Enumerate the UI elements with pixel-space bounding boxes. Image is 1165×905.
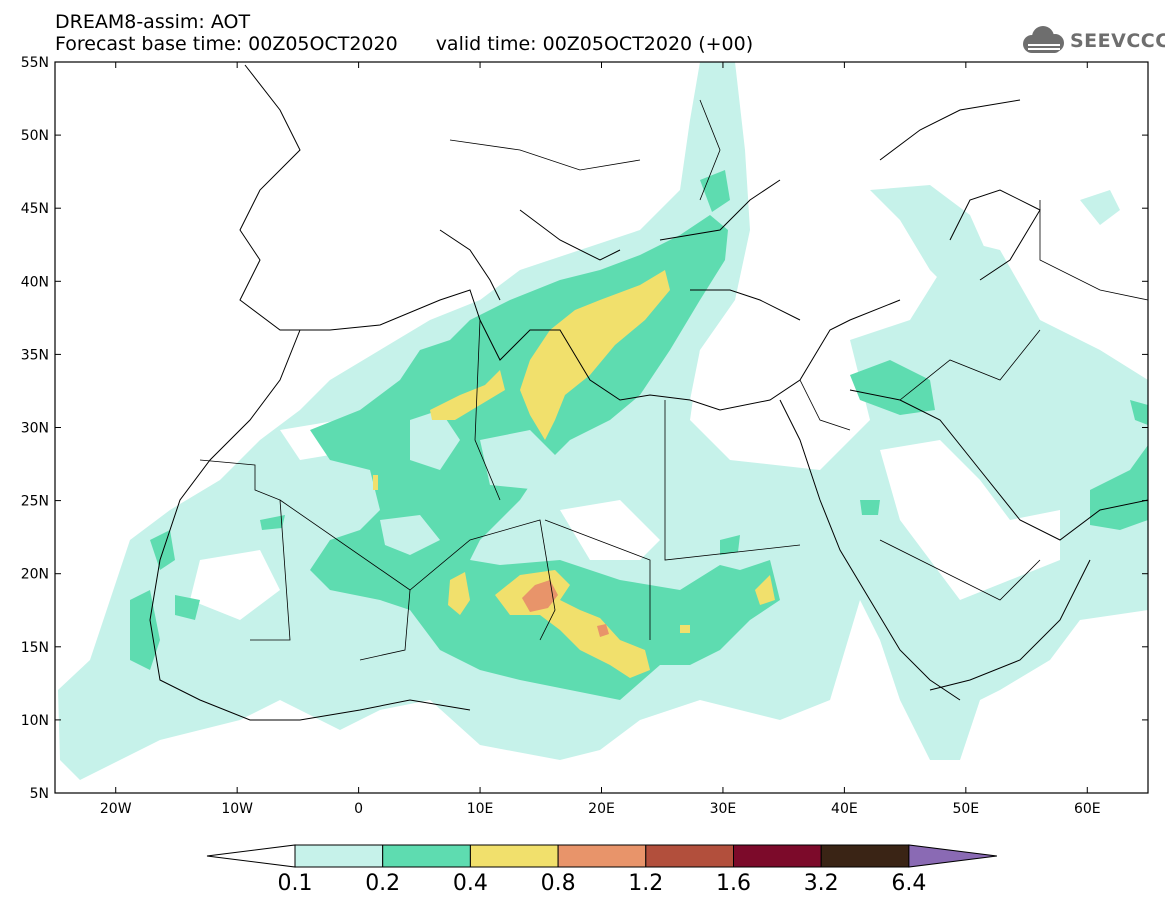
lon-tick-label: 60E bbox=[1074, 801, 1101, 817]
colorbar-label: 0.1 bbox=[278, 871, 313, 896]
lat-tick-label: 10N bbox=[21, 713, 49, 729]
lon-tick-label: 0 bbox=[354, 801, 363, 817]
lat-tick-label: 25N bbox=[21, 494, 49, 510]
map-title: DREAM8-assim: AOT bbox=[55, 11, 251, 33]
lon-tick-label: 50E bbox=[952, 801, 979, 817]
colorbar-label: 0.4 bbox=[453, 871, 488, 896]
lon-tick-label: 10W bbox=[221, 801, 253, 817]
colorbar-over-triangle bbox=[908, 844, 997, 868]
colorbar-label: 0.8 bbox=[541, 871, 576, 896]
lat-tick-label: 55N bbox=[21, 55, 49, 71]
colorbar-under-triangle bbox=[206, 844, 296, 868]
lat-tick-label: 40N bbox=[21, 274, 49, 290]
base-time: Forecast base time: 00Z05OCT2020 bbox=[55, 33, 398, 55]
colorbar-box bbox=[645, 844, 734, 868]
lon-tick-label: 10E bbox=[467, 801, 494, 817]
seevccc-logo: SEEVCCC bbox=[1018, 24, 1165, 58]
colorbar-box bbox=[820, 844, 910, 868]
country-borders bbox=[199, 99, 1148, 661]
logo-text: SEEVCCC bbox=[1070, 30, 1165, 52]
longitude-ticks: 20W 10W 0 10E 20E 30E 40E 50E 60E bbox=[100, 62, 1101, 817]
coastlines bbox=[149, 64, 1148, 721]
lat-tick-label: 30N bbox=[21, 421, 49, 437]
valid-time: valid time: 00Z05OCT2020 (+00) bbox=[435, 33, 754, 55]
colorbar-box bbox=[382, 844, 471, 868]
colorbar-box bbox=[469, 844, 559, 868]
lon-tick-label: 30E bbox=[710, 801, 737, 817]
lat-tick-label: 35N bbox=[21, 347, 49, 363]
aot-08-area bbox=[522, 580, 609, 637]
colorbar-label: 0.2 bbox=[365, 871, 400, 896]
lon-tick-label: 20E bbox=[588, 801, 615, 817]
colorbar-label: 1.6 bbox=[716, 871, 751, 896]
lat-tick-label: 5N bbox=[30, 786, 49, 802]
lat-tick-label: 20N bbox=[21, 567, 49, 583]
lat-tick-label: 15N bbox=[21, 640, 49, 656]
colorbar-label: 1.2 bbox=[628, 871, 663, 896]
time-info: Forecast base time: 00Z05OCT2020 valid ti… bbox=[55, 34, 753, 55]
inner-light-areas bbox=[380, 410, 560, 555]
lon-tick-label: 40E bbox=[831, 801, 858, 817]
cloud-icon bbox=[1023, 26, 1064, 53]
colorbar-label: 3.2 bbox=[804, 871, 839, 896]
lat-tick-label: 45N bbox=[21, 201, 49, 217]
colorbar-box bbox=[557, 844, 647, 868]
colorbar-box bbox=[294, 844, 384, 868]
latitude-ticks: 55N 50N 45N 40N 35N 30N 25N 20N 15N 10N 5N bbox=[21, 55, 1148, 802]
colorbar-box bbox=[733, 844, 822, 868]
lon-tick-label: 20W bbox=[100, 801, 132, 817]
colorbar-label: 6.4 bbox=[891, 871, 926, 896]
lat-tick-label: 50N bbox=[21, 128, 49, 144]
